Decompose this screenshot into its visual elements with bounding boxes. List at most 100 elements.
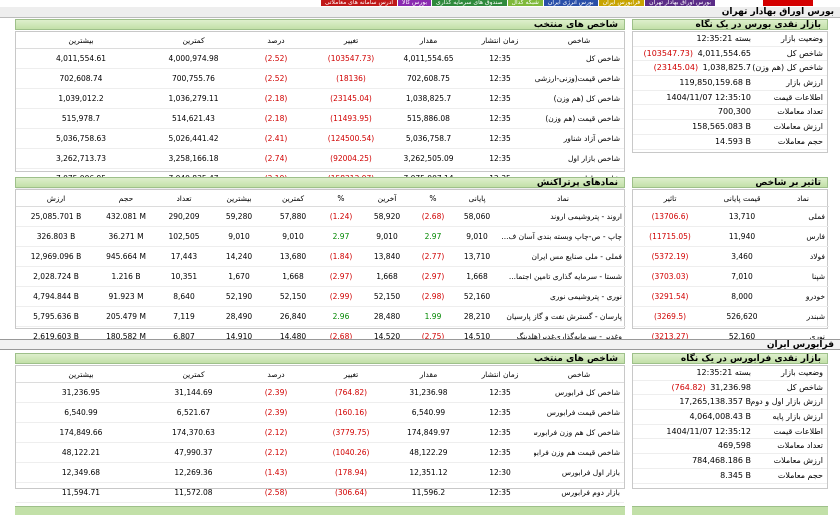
summary-value-cell: 8.345 B (633, 469, 753, 483)
summary-value-cell: بسته 12:35:21 (633, 32, 753, 46)
cell-symbol[interactable]: نوری - پتروشیمی نوری (500, 286, 626, 307)
column-header: بیشترین (212, 190, 266, 207)
market-tab[interactable]: بورس انرژی ایران (543, 0, 598, 6)
summary-label: ارزش معاملات (773, 122, 823, 132)
summary-value-cell: 1404/11/07 12:35:12 (633, 425, 753, 439)
table-row[interactable]: فولاد 3,460 (5372.19) (633, 246, 829, 267)
summary-row: ارزش بازار 119,850,159.68 B (633, 76, 827, 91)
ifb-indices-title: شاخص های منتخب (533, 354, 618, 364)
market-tab[interactable]: بورس کالا (398, 0, 432, 6)
cell-min: 12,269.36 (146, 462, 241, 483)
summary-row: وضعیت بازار بسته 12:35:21 (633, 32, 827, 47)
summary-label: وضعیت بازار (781, 34, 823, 43)
cell-change: (23145.04) (311, 88, 391, 109)
table-row[interactable]: شاخص آزاد شناور 12:35 5,036,758.7 (124500.5… (16, 128, 624, 149)
cell-name[interactable]: بازار دوم فرابورس (534, 482, 624, 503)
cell-name[interactable]: شاخص کل هم وزن فرابورس (534, 422, 624, 443)
table-row[interactable]: بازار اول فرابورس 12:30 12,351.12 (178.94)(… (16, 462, 624, 483)
table-row[interactable]: شپنا 7,010 (3703.03) (633, 266, 829, 287)
cell-symbol[interactable]: شپنا (777, 266, 829, 287)
summary-value-cell: 700,300 (633, 105, 753, 119)
table-row[interactable]: شاخص قیمت (هم وزن) 12:35 515,886.08 (11493.… (16, 108, 624, 129)
summary-value: 31,236.98 (710, 382, 751, 392)
cell-vol: 36.271 M (96, 226, 156, 247)
table-row[interactable]: بازار دوم فرابورس 12:35 11,596.2 (306.64) (2… (16, 482, 624, 503)
table-row[interactable]: شاخص قیمت(وزنی-ارزشی) 12:35 702,608.75 (181… (16, 68, 624, 89)
market-tab[interactable]: آدرس سامانه های معاملاتی (320, 0, 398, 6)
summary-value: 14.593 B (714, 136, 751, 146)
cell-symbol[interactable]: شبندر (777, 306, 829, 327)
cell-effect: (3269.5) (633, 306, 707, 327)
cell-count: 8,640 (156, 286, 212, 307)
ifb-summary-title: بازار نقدی فرابورس در یک نگاه (680, 354, 821, 364)
cell-change: (306.64) (311, 482, 391, 503)
table-row[interactable]: خودرو 8,000 (3291.54) (633, 286, 829, 307)
column-header: تغییر (311, 366, 391, 383)
cell-symbol[interactable]: شستا - سرمایه گذاری تامین اجتما... (500, 266, 626, 287)
table-row[interactable]: فملی - ملی صنایع مس ایران 13,710 (2.77) 13,… (16, 246, 626, 267)
cell-change: (103547.73) (311, 48, 391, 69)
cell-name[interactable]: شاخص کل (534, 48, 624, 69)
cell-symbol[interactable]: فملی - ملی صنایع مس ایران (500, 246, 626, 267)
market-tab[interactable]: بورس اوراق بهادار تهران (645, 0, 715, 6)
cell-symbol[interactable]: خودرو (777, 286, 829, 307)
cell-max: 1,039,012.2 (16, 88, 146, 109)
cell-name[interactable]: شاخص بازار اول (534, 148, 624, 169)
table-row[interactable]: چاپ - ص-چاپ وبسته بندی آسان ف... 9,010 2.9… (16, 226, 626, 247)
ifb-indices-panel: شاخص زمان انتشار مقدار تغییر درصد کمترین بیشتر… (15, 365, 625, 503)
cell-effect: (11715.05) (633, 226, 707, 247)
cell-symbol[interactable]: فملی (777, 206, 829, 227)
table-row[interactable]: شاخص بازار اول 12:35 3,262,505.09 (92004.25… (16, 148, 624, 169)
cell-name[interactable]: شاخص کل (هم وزن) (534, 88, 624, 109)
cell-name[interactable]: شاخص قیمت (هم وزن) (534, 108, 624, 129)
table-row[interactable]: فارس 11,940 (11715.05) (633, 226, 829, 247)
cell-symbol[interactable]: پارسان - گسترش نفت و گاز پارسیان (500, 306, 626, 327)
cell-name[interactable]: شاخص قیمت هم وزن فرابو... (534, 442, 624, 463)
cell-close: 28,210 (454, 306, 500, 327)
cell-change: (18136) (311, 68, 391, 89)
column-header: درصد (241, 32, 311, 49)
cell-min: 26,840 (266, 306, 320, 327)
table-row[interactable]: شاخص قیمت فرابورس 12:35 6,540.99 (160.16) (2… (16, 402, 624, 423)
cell-name[interactable]: شاخص کل فرابورس (534, 382, 624, 403)
table-row[interactable]: شبندر 526,620 (3269.5) (633, 306, 829, 327)
market-tab[interactable]: فرابورس ایران (598, 0, 645, 6)
table-row[interactable]: فملی 13,710 (13706.6) (633, 206, 829, 227)
cell-min: 11,572.08 (146, 482, 241, 503)
cell-percent: (2.52) (241, 68, 311, 89)
cell-min: 13,680 (266, 246, 320, 267)
cell-min: 9,010 (266, 226, 320, 247)
cell-symbol[interactable]: فارس (777, 226, 829, 247)
cell-time: 12:35 (466, 482, 534, 503)
cell-name[interactable]: شاخص قیمت(وزنی-ارزشی) (534, 68, 624, 89)
table-row[interactable]: نوری - پتروشیمی نوری 52,160 (2.98) 52,150 (2… (16, 286, 626, 307)
cell-value: 702,608.75 (391, 68, 466, 89)
market-tab[interactable]: شبکه کدال (507, 0, 543, 6)
cell-symbol[interactable]: چاپ - ص-چاپ وبسته بندی آسان ف... (500, 226, 626, 247)
summary-change: (23145.04) (653, 63, 699, 73)
table-row[interactable]: شستا - سرمایه گذاری تامین اجتما... 1,668(… (16, 266, 626, 287)
cell-name[interactable]: شاخص قیمت فرابورس (534, 402, 624, 423)
summary-value-cell: (764.82) 31,236.98 (633, 381, 753, 395)
table-row[interactable]: شاخص قیمت هم وزن فرابو... 12:35 48,122.29(… (16, 442, 624, 463)
table-row[interactable]: شاخص کل (هم وزن) 12:35 1,038,825.7 (23145.0… (16, 88, 624, 109)
table-row[interactable]: شاخص کل هم وزن فرابورس 12:35 174,849.97 (37… (16, 422, 624, 443)
cell-max: 702,608.74 (16, 68, 146, 89)
summary-row: حجم معاملات 8.345 B (633, 469, 827, 484)
cell-symbol[interactable]: اروند - پتروشیمی اروند (500, 206, 626, 227)
table-row[interactable]: اروند - پتروشیمی اروند 58,060 (2.68) 58,920… (16, 206, 626, 227)
summary-row: وضعیت بازار بسته 12:35:21 (633, 366, 827, 381)
home-tab[interactable] (763, 0, 813, 6)
cell-name[interactable]: شاخص آزاد شناور (534, 128, 624, 149)
table-row[interactable]: شاخص کل فرابورس 12:35 31,236.98 (764.82) (2.… (16, 382, 624, 403)
summary-value: 17,265,138.357 B (679, 397, 751, 407)
market-tab[interactable]: صندوق های سرمایه گذاری (432, 0, 507, 6)
cell-name[interactable]: بازار اول فرابورس (534, 462, 624, 483)
table-row[interactable]: شاخص کل 12:35 4,011,554.65 (103547.73) (2.52… (16, 48, 624, 69)
cell-value: 31,236.98 (391, 382, 466, 403)
cell-max: 3,262,713.73 (16, 148, 146, 169)
summary-value-cell: 1404/11/07 12:35:10 (633, 91, 753, 105)
cell-max: 52,190 (212, 286, 266, 307)
cell-symbol[interactable]: فولاد (777, 246, 829, 267)
table-row[interactable]: پارسان - گسترش نفت و گاز پارسیان 28,210 1.… (16, 306, 626, 327)
